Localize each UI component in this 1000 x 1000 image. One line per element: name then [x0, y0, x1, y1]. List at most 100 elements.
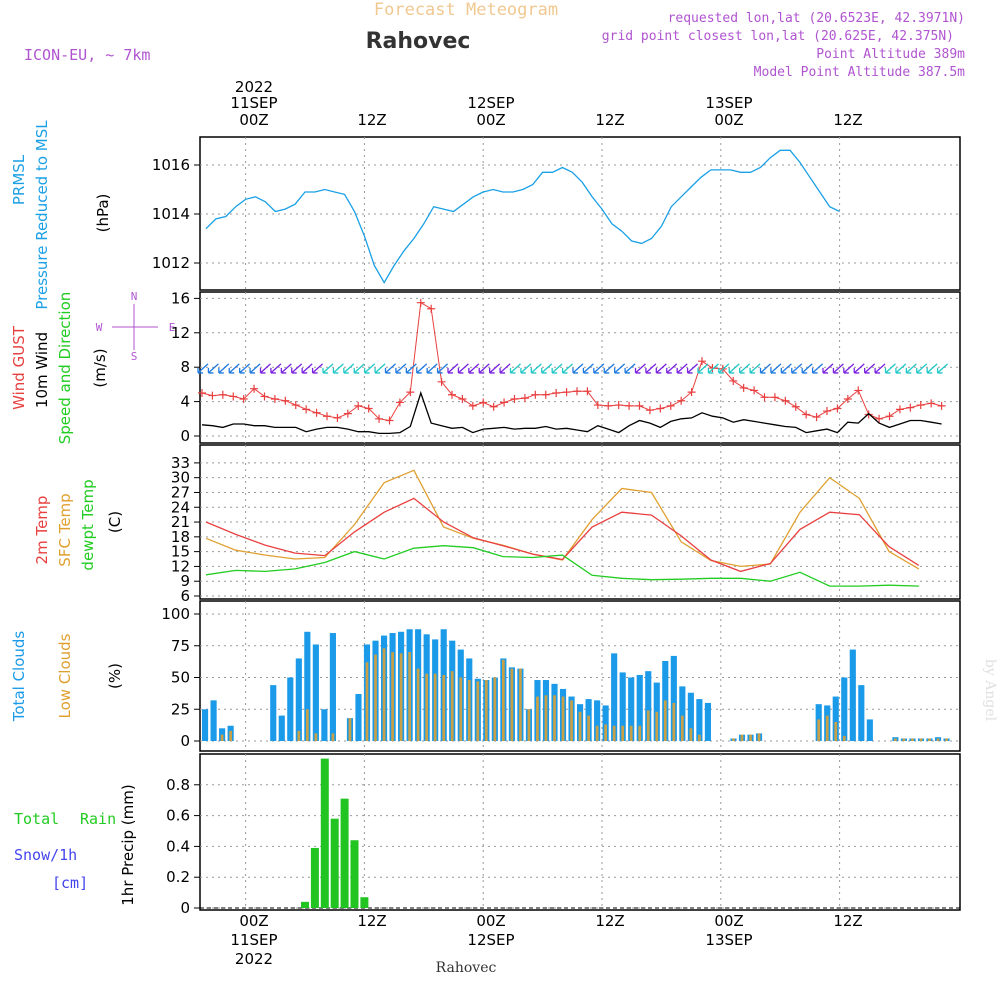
low-cloud-bar	[894, 738, 897, 741]
wind-gust-marker	[781, 396, 790, 405]
low-cloud-bar	[433, 673, 437, 741]
precip-axis-label: 1hr Precip (mm)	[119, 784, 137, 905]
y-tick-label: 12	[171, 324, 190, 342]
top-hour-label: 00Z	[714, 111, 743, 129]
low-cloud-bar	[527, 709, 531, 741]
wind-gust-marker	[823, 407, 831, 416]
wind-gust-marker	[552, 389, 561, 397]
wind-direction-arrow	[728, 363, 740, 374]
rain-bar	[350, 840, 359, 908]
total-cloud-bar	[841, 677, 848, 741]
wind-direction-arrow	[332, 363, 344, 374]
y-tick-label: 1014	[152, 205, 190, 223]
wind-gust-marker	[218, 390, 227, 399]
low-cloud-bar	[425, 673, 429, 741]
wind-direction-arrow	[280, 363, 292, 374]
wind-direction-arrow	[572, 363, 584, 374]
y-tick-label: 0	[180, 732, 190, 750]
wind-direction-arrow	[509, 363, 521, 374]
low-cloud-bar	[612, 725, 616, 741]
wind-gust-marker	[416, 298, 425, 307]
low-cloud-bar	[902, 738, 906, 741]
precip-total-label: Total	[14, 810, 59, 828]
wind-gust-marker	[677, 396, 686, 405]
bottom-date-label: 11SEP	[230, 931, 277, 949]
wind-gust-marker	[406, 388, 415, 397]
top-hour-label: 12Z	[595, 111, 624, 129]
precip-rain-label: Rain	[80, 810, 116, 828]
top-date-label: 12SEP	[467, 94, 514, 112]
low-cloud-bar	[919, 738, 923, 741]
compass-east-label: E	[169, 321, 176, 334]
wind-gust-marker	[937, 401, 946, 410]
wind-gust-marker	[312, 408, 321, 417]
total-cloud-bar	[832, 696, 839, 741]
low-cloud-bar	[680, 715, 684, 741]
wind-gust-marker	[375, 414, 384, 423]
wind-direction-arrow	[520, 363, 532, 374]
total-cloud-bar	[866, 719, 873, 741]
wind-gust-marker	[625, 401, 634, 410]
wind-gust-marker	[635, 401, 644, 410]
total-cloud-bar	[611, 653, 618, 741]
wind-direction-arrow	[676, 363, 688, 374]
wind-gust-marker	[687, 388, 696, 397]
wind-gust-marker	[437, 377, 446, 386]
wind-gust-marker	[520, 394, 529, 403]
wind-gust-marker	[906, 403, 915, 412]
wind-gust-marker	[427, 304, 436, 313]
low-cloud-bar	[825, 715, 829, 741]
location-title: Rahovec	[366, 29, 471, 54]
wind-unit-label: (m/s)	[91, 348, 109, 387]
wind-direction-arrow	[405, 363, 417, 374]
low-cloud-bar	[442, 674, 446, 741]
wind-direction-arrow	[311, 363, 324, 374]
wind-direction-arrow	[832, 363, 844, 374]
wind-gust-marker	[364, 404, 373, 413]
wind-direction-arrow	[343, 363, 355, 374]
total-cloud-bar	[619, 672, 626, 741]
total-cloud-bar	[287, 677, 294, 741]
wind-direction-arrow	[218, 363, 230, 374]
bottom-time-axis: 00Z 11SEP 2022 12Z 00Z 12SEP 12Z 00Z 13S…	[230, 912, 862, 968]
wind-direction-arrow	[853, 363, 865, 374]
wind-direction-arrow	[655, 363, 667, 374]
rain-bar	[320, 758, 329, 908]
wind-direction-arrow	[916, 363, 928, 374]
wind-direction-arrow	[645, 363, 657, 374]
top-hour-label: 12Z	[833, 111, 862, 129]
wind-direction-arrow	[353, 363, 365, 374]
faded-title: Forecast Meteogram	[374, 0, 558, 20]
rain-bar	[310, 847, 319, 908]
wind-direction-arrow	[780, 363, 792, 374]
wind-direction-arrow	[364, 363, 376, 374]
wind-direction-arrow	[614, 363, 626, 374]
wind-direction-arrow	[936, 363, 949, 374]
wind-direction-arrow	[770, 363, 782, 374]
rain-bar	[360, 897, 369, 908]
total-cloud-bar	[304, 631, 311, 741]
data-series	[197, 149, 950, 908]
point-altitude: Point Altitude 389m	[816, 47, 965, 62]
bottom-date-label: 12SEP	[467, 931, 514, 949]
total-clouds-label: Total Clouds	[10, 631, 28, 723]
low-cloud-bar	[578, 711, 582, 741]
wind-direction-arrow	[707, 363, 719, 374]
y-tick-label: 0.6	[166, 807, 190, 825]
dewpoint-line	[205, 545, 919, 587]
y-tick-label: 0.4	[166, 837, 190, 855]
wind-gust-marker	[270, 395, 279, 404]
y-tick-label: 100	[161, 605, 190, 623]
low-cloud-bar	[655, 711, 659, 741]
wind-gust-marker	[770, 393, 779, 402]
wind-direction-arrow	[259, 363, 271, 374]
wind-gust-marker	[531, 390, 540, 399]
total-cloud-bar	[679, 686, 686, 741]
y-tick-label: 12	[171, 557, 190, 575]
wind-gust-marker	[239, 395, 248, 404]
total-cloud-bar	[210, 700, 217, 741]
wind-gust-marker	[614, 401, 623, 410]
wind-direction-arrow	[541, 363, 553, 374]
total-cloud-bar	[355, 694, 362, 741]
wind-gust-marker	[739, 383, 748, 392]
